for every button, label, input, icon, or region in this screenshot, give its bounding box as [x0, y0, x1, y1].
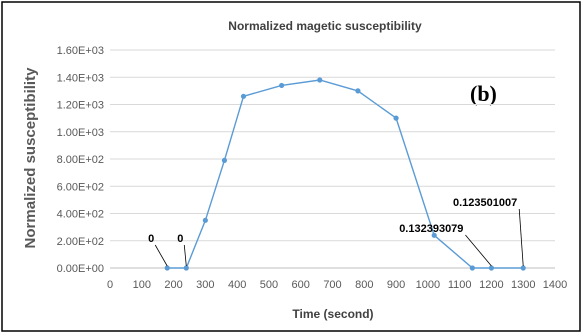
data-labels: 0 0 0.132393079 0.123501007 — [148, 197, 524, 267]
x-tick-label: 600 — [292, 279, 310, 291]
y-tick-label: 1.00E+03 — [57, 127, 104, 139]
y-axis-title: Normalized susceptibility — [22, 67, 39, 249]
data-label-leader — [518, 208, 524, 267]
y-tick-label: 1.20E+03 — [57, 100, 104, 112]
y-tick-label: 4.00E+02 — [57, 209, 104, 221]
data-point — [279, 82, 285, 89]
data-point — [355, 88, 361, 94]
data-label: 0.132393079 — [399, 223, 463, 235]
y-tick-label: 0.00E+00 — [57, 263, 104, 275]
y-tick-label: 1.40E+03 — [57, 72, 104, 84]
x-tick-label: 500 — [260, 279, 278, 291]
y-tick-label: 2.00E+02 — [57, 236, 104, 248]
x-tick-label: 900 — [387, 279, 405, 291]
data-point — [183, 265, 189, 271]
data-point — [431, 232, 437, 238]
y-tick-label: 8.00E+02 — [57, 154, 104, 166]
x-tick-label: 200 — [164, 279, 182, 291]
series-line — [164, 77, 526, 271]
data-label: 0 — [177, 233, 183, 245]
y-tick-label: 6.00E+02 — [57, 181, 104, 193]
y-tick-label: 1.60E+03 — [57, 45, 104, 57]
panel-label: (b) — [470, 81, 497, 106]
data-point — [164, 265, 170, 271]
x-tick-label: 300 — [196, 279, 214, 291]
x-tick-label: 400 — [228, 279, 246, 291]
data-label-leader — [465, 234, 492, 267]
x-tick-label: 1000 — [416, 279, 440, 291]
data-label: 0.123501007 — [453, 197, 517, 209]
data-point — [393, 115, 399, 121]
x-tick-label: 100 — [133, 279, 151, 291]
data-point — [488, 265, 495, 271]
x-tick-label: 0 — [107, 279, 113, 291]
x-tick-label: 1100 — [448, 279, 472, 291]
data-point — [317, 77, 323, 83]
data-point — [221, 157, 228, 163]
x-tick-label: 700 — [323, 279, 341, 291]
x-axis-ticks: 0 100 200 300 400 500 600 700 800 900 1000 1100 1200… — [107, 279, 567, 291]
data-label: 0 — [148, 233, 154, 245]
data-label-leader — [183, 244, 187, 267]
x-tick-label: 800 — [355, 279, 373, 291]
x-tick-label: 1400 — [543, 279, 567, 291]
chart-title: Normalized magetic susceptibility — [228, 19, 422, 33]
data-point — [240, 93, 247, 99]
data-label-leader — [154, 244, 168, 267]
x-tick-label: 1300 — [511, 279, 535, 291]
x-tick-label: 1200 — [479, 279, 503, 291]
data-point — [520, 265, 526, 271]
y-axis-ticks: 0.00E+00 2.00E+02 4.00E+02 6.00E+02 8.00E+02… — [57, 45, 104, 275]
data-point — [469, 265, 475, 271]
data-point — [202, 217, 208, 223]
x-axis-title: Time (second) — [292, 307, 373, 321]
